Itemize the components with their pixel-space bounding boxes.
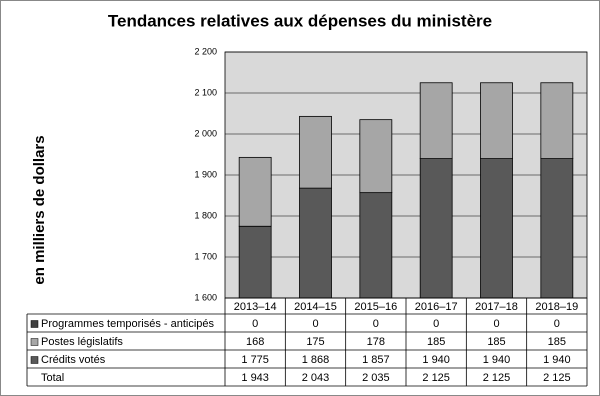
legend-label: Programmes temporisés - anticipés (41, 318, 215, 330)
table-value: 1 943 (241, 372, 269, 384)
x-tick-label: 2017–18 (475, 301, 518, 313)
table-value: 0 (312, 318, 318, 330)
table-value: 1 775 (241, 354, 269, 366)
table-value: 0 (433, 318, 439, 330)
bar-segment (540, 158, 574, 299)
table-value: 178 (367, 336, 385, 348)
bar-segment (480, 82, 513, 159)
bar-segment (299, 187, 332, 299)
chart-title: Tendances relatives aux dépenses du mini… (108, 11, 492, 30)
bar-segment (419, 82, 453, 159)
bar-segment (238, 156, 272, 227)
y-tick-label: 2 200 (194, 46, 217, 56)
bar-segment (359, 119, 393, 194)
table-value: 2 043 (302, 372, 330, 384)
x-tick-label: 2018–19 (535, 301, 578, 313)
bar-segment (238, 225, 272, 299)
x-tick-label: 2014–15 (294, 301, 337, 313)
bar-segment (419, 158, 453, 299)
y-tick-label: 1 700 (194, 251, 217, 261)
y-tick-label: 2 000 (194, 128, 217, 138)
legend-swatch (30, 338, 39, 346)
x-tick-label: 2015–16 (354, 301, 397, 313)
total-label: Total (41, 372, 64, 384)
table-value: 2 125 (483, 372, 511, 384)
table-value: 185 (427, 336, 445, 348)
table-value: 1 868 (302, 354, 330, 366)
table-value: 1 857 (362, 354, 390, 366)
bar-segment (359, 192, 393, 299)
y-tick-label: 1 900 (194, 169, 217, 179)
table-value: 0 (554, 318, 560, 330)
legend-label: Crédits votés (41, 354, 106, 366)
legend-swatch (30, 356, 39, 364)
table-value: 185 (548, 336, 566, 348)
y-axis-label: en milliers de dollars (31, 135, 48, 284)
table-value: 1 940 (422, 354, 450, 366)
table-value: 2 125 (422, 372, 450, 384)
table-value: 0 (252, 318, 258, 330)
legend-label: Postes législatifs (41, 336, 123, 348)
table-value: 1 940 (543, 354, 571, 366)
x-tick-label: 2016–17 (415, 301, 458, 313)
bar-segment (480, 158, 513, 299)
bar-segment (540, 82, 574, 159)
table-value: 185 (487, 336, 505, 348)
x-tick-label: 2013–14 (234, 301, 277, 313)
y-tick-label: 1 800 (194, 210, 217, 220)
table-value: 168 (246, 336, 264, 348)
legend-swatch (30, 320, 39, 328)
y-tick-label: 2 100 (194, 87, 217, 97)
table-value: 0 (373, 318, 379, 330)
bar-segment (299, 115, 332, 189)
table-value: 0 (493, 318, 499, 330)
table-value: 2 035 (362, 372, 390, 384)
table-value: 175 (306, 336, 324, 348)
y-tick-label: 1 600 (194, 292, 217, 302)
table-value: 2 125 (543, 372, 571, 384)
table-value: 1 940 (483, 354, 511, 366)
